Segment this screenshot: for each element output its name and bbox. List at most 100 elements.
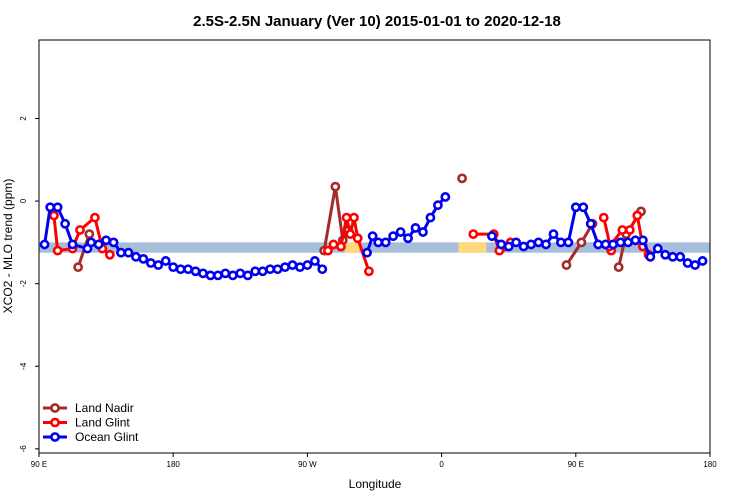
series-2-point-0-31 [272,264,283,275]
series-1-point-0-4 [90,212,100,223]
series-2-point-2-5 [526,239,536,250]
series-2-point-0-27 [242,270,253,281]
series-2-point-0-19 [183,264,194,275]
series-2-point-2-8 [548,229,559,240]
series-2-point-2-10 [563,237,574,248]
legend-label-1: Land Glint [75,416,130,430]
series-0-point-3-1 [576,237,587,248]
series-2-point-0-10 [116,247,126,258]
series-0-point-1-1 [330,181,341,192]
series-2-point-1-9 [425,212,436,223]
series-2-point-1-4 [388,231,399,242]
legend-label-0: Land Nadir [75,401,134,415]
x-axis-label: Longitude [349,477,402,491]
series-2-point-2-23 [660,249,671,260]
series-2-point-2-15 [600,239,611,250]
plot-frame [38,39,711,454]
series-2-point-1-10 [432,200,443,211]
series-2-point-0-4 [67,239,78,250]
series-2-point-0-23 [213,270,223,281]
series-layer [39,173,708,281]
series-2-point-0-3 [60,218,70,229]
series-1-point-1-1 [328,239,339,250]
series-2-point-2-16 [608,239,618,250]
series-1-point-1-3 [341,212,352,223]
series-1-point-4-3 [632,210,643,221]
y-tick-label-4: -6 [19,445,28,453]
series-2-point-0-32 [280,262,290,273]
series-2-point-2-19 [630,235,641,246]
series-1-point-1-6 [352,233,363,244]
series-2-point-2-3 [511,237,522,248]
series-2-point-2-21 [645,251,656,262]
y-tick-label-3: -4 [19,362,28,370]
series-0-point-4-0 [613,262,624,273]
series-1-point-0-3 [75,225,85,235]
series-1-point-4-1 [617,225,628,235]
series-2-point-0-9 [108,237,119,248]
series-1-point-1-4 [345,229,356,240]
band-1 [344,242,360,253]
series-2-point-0-25 [227,270,238,281]
series-0-point-0-0 [73,262,84,273]
series-2-point-2-0 [487,231,497,242]
band-0 [39,242,710,253]
series-2-point-2-17 [615,237,626,248]
series-1-point-3-0 [598,212,609,223]
series-2-point-1-11 [440,192,451,202]
series-2-point-0-6 [86,237,97,248]
series-2-point-0-12 [131,251,141,262]
series-2-point-2-26 [682,258,693,268]
series-2-point-0-20 [190,266,201,277]
series-2-point-2-18 [623,237,633,248]
series-2-point-0-35 [302,260,313,270]
series-2 [39,192,708,281]
series-2-point-1-8 [418,227,428,237]
series-2-point-2-24 [667,251,678,262]
series-2-point-2-2 [503,241,514,252]
series-2-point-0-30 [265,264,276,275]
series-2-point-0-28 [250,266,261,277]
series-1-point-1-5 [349,212,359,223]
x-axis: 90 E 180 90 W 0 90 E 180 [31,453,717,469]
series-0-point-3-0 [561,260,572,270]
series-1-point-0-1 [52,245,63,256]
series-2-point-2-28 [697,256,708,266]
series-2-point-2-1 [496,239,507,250]
legend-marker-0 [50,403,60,413]
series-2-point-0-15 [153,260,164,270]
legend-label-2: Ocean Glint [75,430,139,444]
series-2-point-0-36 [309,256,320,266]
series-2-point-2-27 [690,260,700,270]
series-0-point-0-1 [84,229,95,240]
series-2-point-0-37 [317,264,328,275]
series-2-point-2-20 [638,235,648,246]
series-2-point-1-0 [362,247,372,258]
series-1-point-1-0 [323,245,333,256]
series-2-point-2-13 [585,218,596,229]
y-tick-label-0: 2 [19,116,28,121]
series-1-point-0-0 [49,210,59,221]
series-2-point-2-22 [652,243,663,254]
series-2-point-0-14 [145,258,156,268]
series-2-point-1-2 [373,237,384,248]
series-1-point-4-2 [624,225,635,235]
series-2-point-2-4 [518,241,529,252]
series-2-point-1-3 [380,237,391,248]
series-2-point-0-8 [101,235,111,246]
x-tick-label-3: 0 [439,460,444,469]
series-2-point-2-6 [533,237,544,248]
x-tick-label-5: 180 [703,460,717,469]
series-2-point-0-11 [123,247,134,258]
series-2-point-0-22 [205,270,216,281]
series-2-point-0-21 [198,268,208,279]
series-1-point-1-7 [364,266,374,277]
series-2-point-0-29 [257,266,268,277]
series-2-point-0-1 [45,202,56,213]
x-tick-label-1: 180 [167,460,181,469]
series-1-point-1-2 [336,241,346,252]
series-2-point-0-0 [39,239,50,250]
series-2-point-0-18 [175,264,186,275]
series-2-point-0-34 [295,262,305,273]
